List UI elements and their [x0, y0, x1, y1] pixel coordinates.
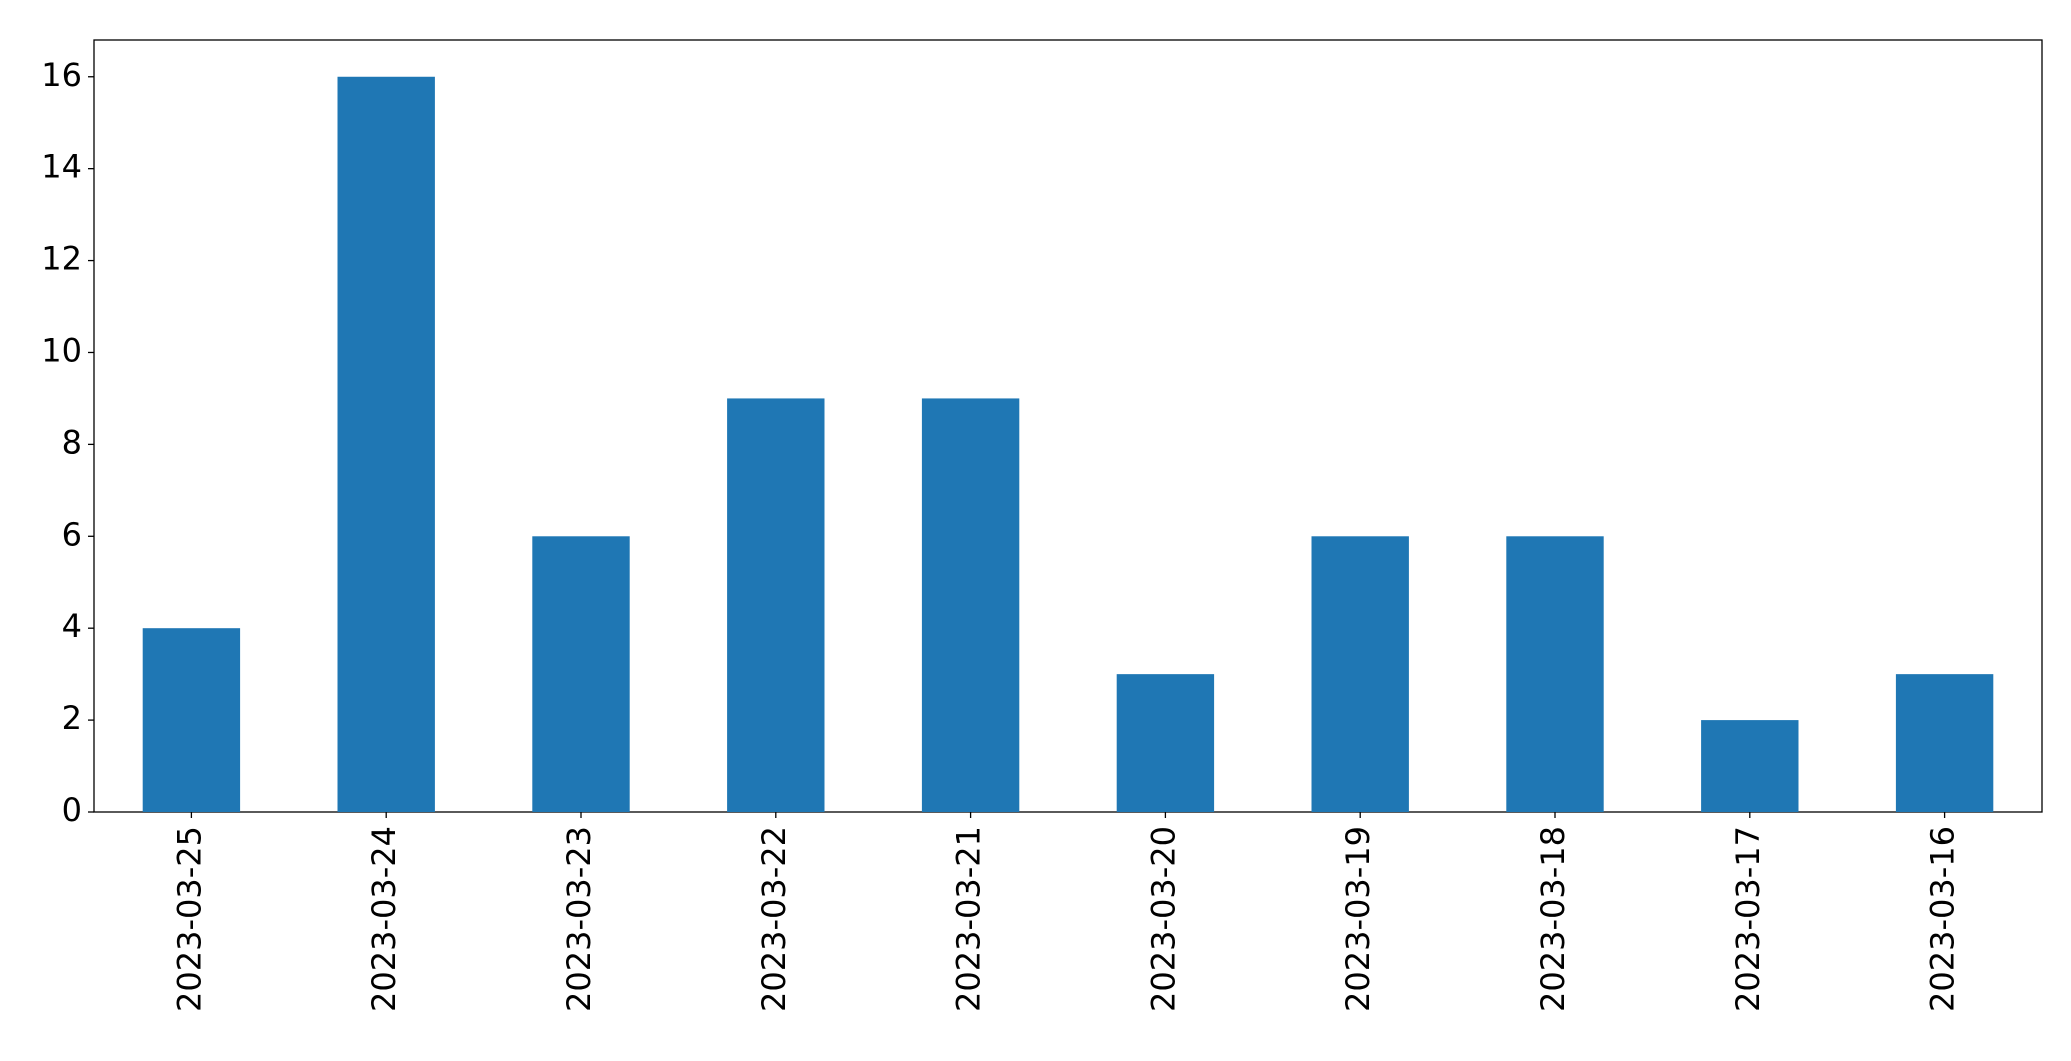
- y-tick-label: 0: [62, 791, 82, 829]
- x-tick-label: 2023-03-23: [560, 826, 598, 1012]
- bar: [337, 76, 435, 812]
- x-tick-label: 2023-03-18: [1534, 826, 1572, 1012]
- x-tick-label: 2023-03-21: [950, 826, 988, 1012]
- bar: [1895, 674, 1994, 812]
- y-tick-label: 16: [41, 56, 82, 94]
- bar: [727, 398, 825, 812]
- y-tick-label: 2: [62, 699, 82, 737]
- x-tick-label: 2023-03-17: [1729, 826, 1767, 1012]
- x-tick-label: 2023-03-22: [755, 826, 793, 1012]
- plot-frame: [93, 39, 2043, 813]
- bar: [1701, 720, 1799, 812]
- y-tick-label: 10: [41, 331, 82, 369]
- x-tick-label: 2023-03-19: [1339, 826, 1377, 1012]
- bar: [921, 398, 1020, 812]
- y-tick-label: 4: [62, 607, 82, 645]
- x-tick-label: 2023-03-25: [170, 826, 208, 1012]
- bar: [1506, 536, 1604, 812]
- bar: [142, 628, 241, 812]
- x-tick-label: 2023-03-20: [1144, 826, 1182, 1012]
- bar: [1311, 536, 1409, 812]
- y-tick-label: 14: [41, 148, 82, 186]
- y-tick-label: 8: [62, 423, 82, 461]
- y-tick-label: 12: [41, 240, 82, 278]
- x-tick-label: 2023-03-16: [1924, 826, 1962, 1012]
- x-tick-label: 2023-03-24: [365, 826, 403, 1012]
- bar: [1116, 674, 1215, 812]
- bar: [532, 536, 630, 812]
- y-tick-label: 6: [62, 515, 82, 553]
